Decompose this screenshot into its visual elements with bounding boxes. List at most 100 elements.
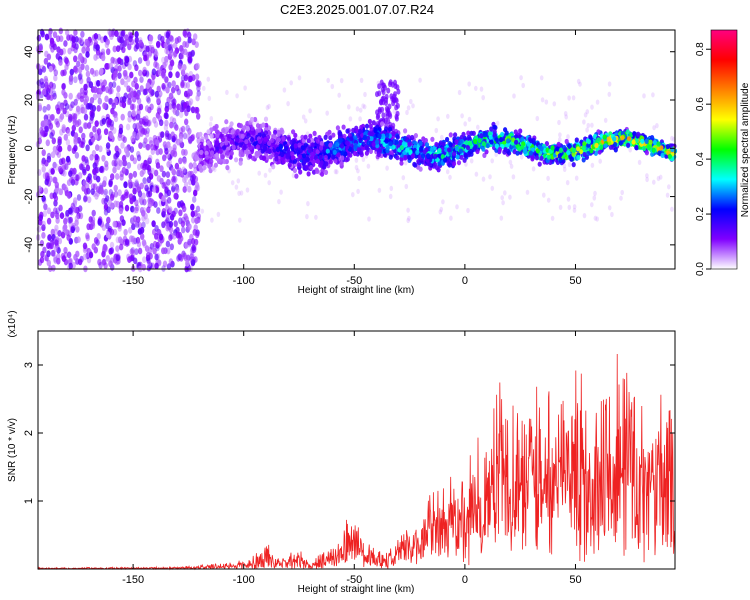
spectrogram-cell — [52, 31, 58, 39]
spectrogram-cell — [658, 174, 663, 180]
spectrogram-cell — [489, 139, 494, 145]
spectrogram-cell — [178, 136, 184, 143]
spectrogram-cell — [352, 150, 357, 157]
spectrogram-cell — [121, 62, 127, 70]
spectrogram-cell — [129, 248, 134, 256]
spectrogram-cell — [393, 79, 397, 86]
spectrogram-cell — [267, 130, 272, 136]
spectrogram-cell — [113, 200, 118, 208]
spectrogram-cell — [562, 163, 567, 169]
spectrogram-cell — [612, 136, 617, 142]
spectrogram-cell — [131, 109, 136, 117]
spectrogram-cell — [314, 214, 318, 220]
spectrogram-cell — [276, 137, 281, 143]
snr-frame — [37, 330, 676, 570]
spectrogram-cell — [144, 115, 149, 123]
spectrogram-cell — [43, 187, 49, 195]
spectrogram-cell — [182, 205, 187, 213]
spectrogram-cell — [168, 220, 174, 228]
spectrogram-cell — [227, 133, 232, 139]
spectrogram-cell — [564, 114, 568, 120]
spectrogram-cell — [332, 149, 337, 155]
spectrogram-cell — [558, 157, 563, 163]
spectrogram-cell — [550, 215, 555, 221]
spectrogram-cell — [410, 153, 415, 159]
spectrogram-cell — [144, 184, 149, 192]
spectrogram-cell — [229, 150, 234, 156]
spectrogram-cell — [221, 127, 226, 134]
colorbar-ticks: 0.0 0.2 0.4 0.6 0.8 — [695, 42, 711, 276]
spectrogram-cell — [96, 80, 101, 87]
spectrogram-y-tick-label: 20 — [23, 94, 35, 106]
spectrogram-cell — [48, 122, 54, 130]
spectrogram-cell — [318, 154, 323, 161]
spectrogram-cell — [106, 206, 111, 214]
spectrogram-cell — [183, 149, 188, 156]
spectrogram-cell — [165, 240, 171, 248]
spectrogram-cell — [272, 134, 277, 140]
spectrogram-cell — [364, 150, 369, 156]
spectrogram-cell — [191, 244, 196, 252]
spectrogram-cell — [50, 168, 55, 175]
spectrogram-cell — [229, 121, 234, 127]
spectrogram-cell — [86, 81, 91, 88]
spectrogram-cell — [173, 134, 178, 141]
spectrogram-cell — [407, 215, 411, 221]
spectrogram-cell — [619, 195, 623, 201]
spectrogram-cell — [169, 116, 174, 123]
spectrogram-cell — [236, 178, 241, 184]
spectrogram-cell — [466, 207, 470, 214]
spectrogram-cell — [104, 164, 109, 171]
spectrogram-cell — [66, 129, 71, 137]
spectrogram-cell — [146, 164, 152, 172]
spectrogram-cell — [165, 38, 170, 45]
spectrogram-cell — [574, 137, 579, 143]
spectrogram-cell — [640, 138, 645, 144]
spectrogram-cell — [180, 75, 186, 82]
spectrogram-cell — [585, 127, 589, 133]
spectrogram-cell — [172, 98, 177, 106]
spectrogram-cell — [182, 176, 187, 184]
spectrogram-cell — [406, 154, 411, 160]
spectrogram-cell — [632, 131, 637, 137]
spectrogram-cell — [65, 139, 71, 146]
spectrogram-cell — [603, 143, 608, 149]
spectrogram-cell — [157, 107, 162, 115]
spectrogram-cell — [371, 120, 376, 126]
spectrogram-cell — [634, 144, 639, 151]
spectrogram-cell — [310, 137, 315, 144]
spectrogram-cell — [129, 197, 134, 205]
spectrogram-cell — [394, 97, 399, 104]
spectrogram-cell — [384, 138, 389, 144]
spectrogram-cell — [655, 123, 659, 129]
spectrogram-cell — [389, 150, 394, 156]
spectrogram-cell — [589, 148, 594, 154]
spectrogram-cell — [175, 71, 180, 79]
spectrogram-cell — [159, 165, 164, 173]
spectrogram-cell — [592, 195, 597, 201]
spectrogram-cell — [446, 157, 451, 163]
spectrogram-cell — [81, 47, 86, 54]
spectrogram-cell — [586, 150, 591, 157]
spectrogram-cell — [368, 123, 373, 129]
spectrogram-cell — [113, 70, 118, 78]
spectrogram-cell — [143, 54, 148, 62]
spectrogram-cell — [320, 171, 325, 177]
spectrogram-cell — [177, 253, 182, 261]
spectrogram-cell — [281, 159, 286, 165]
spectrogram-cell — [105, 231, 111, 239]
spectrogram-cell — [406, 105, 411, 111]
spectrogram-cell — [169, 50, 174, 57]
spectrogram-cell — [120, 30, 125, 38]
spectrogram-cell — [335, 125, 340, 131]
spectrogram-cell — [40, 30, 45, 38]
spectrogram-cell — [388, 126, 393, 132]
spectrogram-cell — [436, 167, 441, 173]
spectrogram-cell — [426, 153, 431, 159]
spectrogram-cell — [387, 111, 392, 117]
spectrogram-cell — [43, 118, 48, 126]
spectrogram-cell — [481, 146, 486, 152]
spectrogram-cell — [319, 160, 324, 166]
spectrogram-cell — [93, 54, 98, 61]
spectrogram-cell — [40, 250, 45, 258]
